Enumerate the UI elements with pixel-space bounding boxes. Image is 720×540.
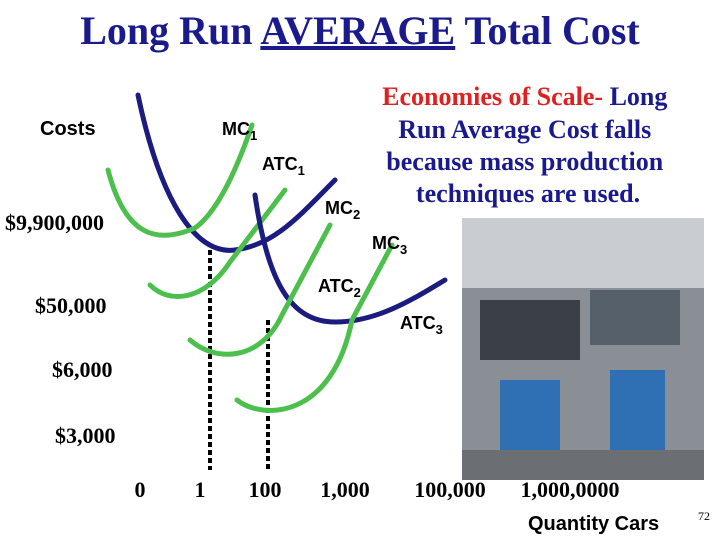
curve xyxy=(234,242,395,413)
x-axis-label: Quantity Cars xyxy=(528,513,659,535)
explanation: Economies of Scale- Long Run Average Cos… xyxy=(382,82,674,208)
y-label: $6,000 xyxy=(52,357,113,382)
curve-label: ATC2 xyxy=(318,276,361,300)
curve-label: MC3 xyxy=(372,233,407,257)
y-label: $50,000 xyxy=(35,293,107,318)
x-label: 100 xyxy=(249,477,282,502)
curve xyxy=(147,187,288,300)
y-axis-label: Costs xyxy=(40,118,96,140)
x-label: 100,000 xyxy=(414,477,486,502)
curve xyxy=(187,222,333,357)
curve xyxy=(252,192,448,325)
x-label: 0 xyxy=(135,477,146,502)
page-number: 72 xyxy=(698,509,710,523)
title: Long Run AVERAGE Total Cost xyxy=(80,8,640,53)
x-label: 1,000,0000 xyxy=(521,477,620,502)
curve-label: ATC1 xyxy=(262,154,305,178)
curve-label: MC1 xyxy=(222,119,257,143)
x-label: 1 xyxy=(195,477,206,502)
y-label: $9,900,000 xyxy=(5,210,104,235)
curve xyxy=(105,122,255,238)
factory-photo xyxy=(462,218,704,480)
x-label: 1,000 xyxy=(320,477,370,502)
y-label: $3,000 xyxy=(55,423,116,448)
curve-label: MC2 xyxy=(325,198,360,222)
curve-label: ATC3 xyxy=(400,313,443,337)
curve xyxy=(135,92,338,253)
